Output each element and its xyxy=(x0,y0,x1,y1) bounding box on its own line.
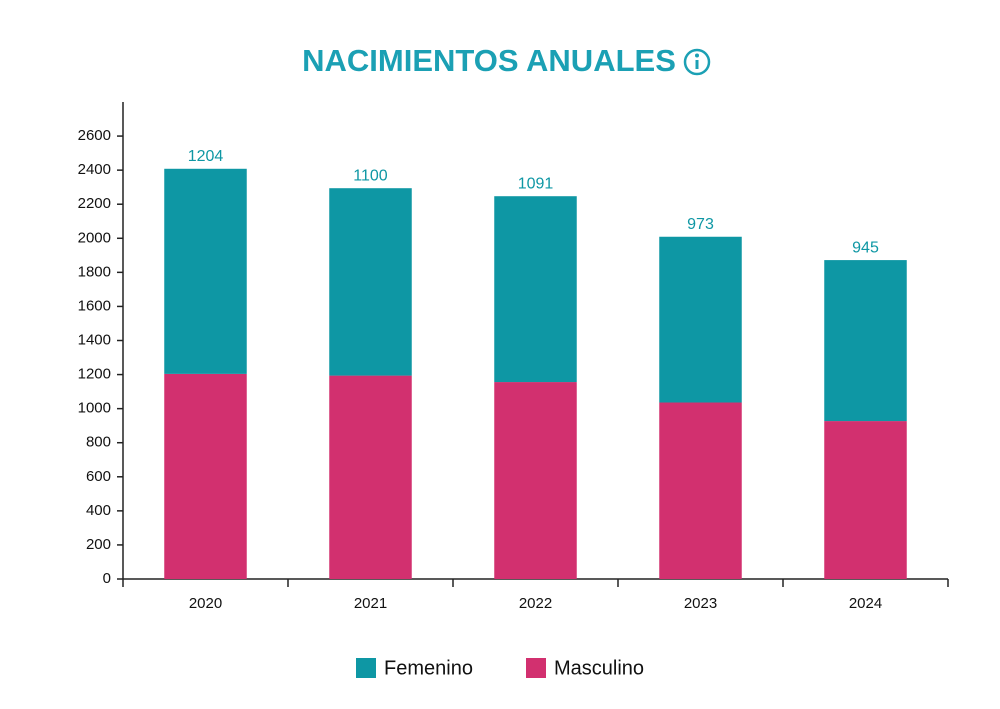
x-tick-label: 2024 xyxy=(849,595,882,612)
x-tick-label: 2022 xyxy=(519,595,552,612)
y-tick-label: 2000 xyxy=(78,229,111,246)
bar-segment xyxy=(824,260,907,422)
bar-segment xyxy=(164,168,247,374)
y-tick-label: 200 xyxy=(86,536,111,553)
legend-swatch xyxy=(526,658,546,678)
bar-segment xyxy=(659,402,742,579)
value-label: 1204 xyxy=(188,148,224,165)
x-tick-label: 2023 xyxy=(684,595,717,612)
y-tick-label: 1600 xyxy=(78,297,111,314)
y-tick-label: 1800 xyxy=(78,263,111,280)
bar-segment xyxy=(659,236,742,403)
bar-segment xyxy=(494,196,577,383)
value-label: 1100 xyxy=(353,167,388,184)
x-tick-label: 2021 xyxy=(354,595,387,612)
info-icon[interactable] xyxy=(683,48,711,76)
y-tick-label: 1000 xyxy=(78,400,111,417)
bar-segment xyxy=(329,188,412,376)
y-tick-label: 2200 xyxy=(78,195,111,212)
y-tick-label: 0 xyxy=(103,570,111,587)
value-label: 1091 xyxy=(518,175,554,192)
y-tick-label: 2400 xyxy=(78,161,111,178)
y-tick-label: 600 xyxy=(86,468,111,485)
bar-segment xyxy=(824,421,907,579)
y-tick-label: 2600 xyxy=(78,127,111,144)
y-tick-label: 1200 xyxy=(78,366,111,383)
legend-swatch xyxy=(356,658,376,678)
bar-segment xyxy=(494,382,577,579)
y-tick-label: 1400 xyxy=(78,331,111,348)
y-tick-label: 800 xyxy=(86,434,111,451)
x-tick-label: 2020 xyxy=(189,595,222,612)
bar-segment xyxy=(164,373,247,579)
legend-label: Masculino xyxy=(554,657,644,679)
y-tick-label: 400 xyxy=(86,502,111,519)
value-label: 945 xyxy=(852,239,879,256)
bar-segment xyxy=(329,375,412,579)
value-label: 973 xyxy=(687,216,714,233)
legend-label: Femenino xyxy=(384,657,473,679)
chart-title: NACIMIENTOS ANUALES xyxy=(302,43,676,78)
